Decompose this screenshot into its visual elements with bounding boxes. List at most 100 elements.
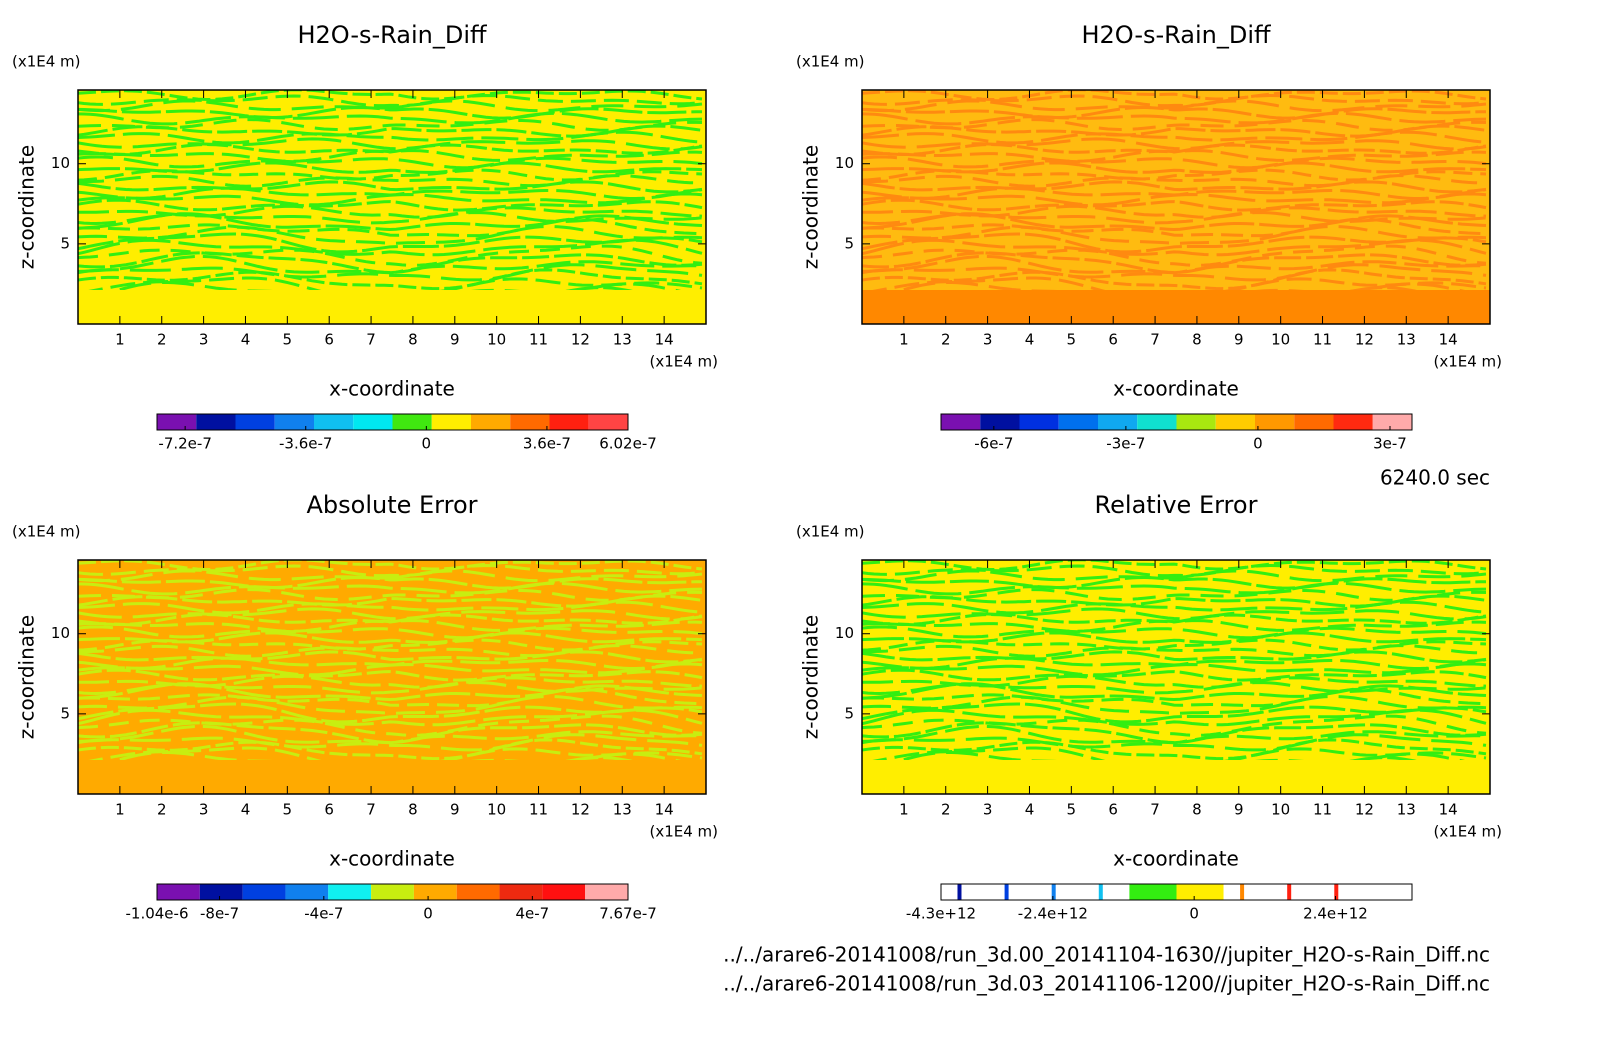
field-stripe bbox=[862, 238, 1487, 257]
field-stripe bbox=[862, 687, 1487, 708]
field-stripe bbox=[78, 631, 703, 644]
colorbar-box bbox=[1294, 414, 1334, 430]
x-tick-label: 7 bbox=[366, 801, 376, 819]
colorbar-edge bbox=[1098, 884, 1103, 900]
x-tick-label: 4 bbox=[1025, 331, 1035, 349]
y-tick-label: 5 bbox=[60, 704, 70, 722]
colorbar-edge bbox=[1240, 884, 1245, 900]
x-tick-label: 6 bbox=[324, 331, 334, 349]
x-axis-label: x-coordinate bbox=[329, 377, 455, 401]
colorbar-tick-label: -4e-7 bbox=[304, 905, 343, 923]
field-stripe bbox=[862, 631, 1487, 644]
field-stripe bbox=[78, 581, 703, 596]
colorbar-tick-label: -1.04e-6 bbox=[126, 905, 189, 923]
plot-frame bbox=[861, 89, 1491, 325]
x-tick-label: 7 bbox=[1150, 801, 1160, 819]
field-stripe bbox=[78, 588, 703, 602]
colorbar-tick-label: -3.6e-7 bbox=[279, 435, 332, 453]
field-stripe bbox=[78, 130, 703, 145]
x-tick-label: 5 bbox=[1067, 801, 1077, 819]
field-stripe bbox=[862, 137, 1487, 151]
field-stripe bbox=[862, 607, 1487, 621]
field-stripe bbox=[78, 733, 703, 752]
chart-title: H2O-s-Rain_Diff bbox=[1081, 21, 1271, 49]
field-stripe bbox=[78, 724, 703, 745]
field-stripe bbox=[78, 708, 703, 727]
x-tick-label: 4 bbox=[1025, 801, 1035, 819]
x-tick-label: 4 bbox=[241, 801, 251, 819]
x-tick-label: 11 bbox=[1313, 331, 1332, 349]
x-tick-label: 13 bbox=[613, 331, 632, 349]
x-tick-label: 9 bbox=[450, 801, 460, 819]
colorbar-box bbox=[941, 414, 981, 430]
contour-field bbox=[862, 560, 1490, 794]
colorbar-box bbox=[242, 884, 286, 900]
x-tick-label: 10 bbox=[487, 801, 506, 819]
colorbar-tick-label: -3e-7 bbox=[1106, 435, 1145, 453]
colorbar-box bbox=[1035, 884, 1083, 900]
field-stripe bbox=[862, 724, 1487, 745]
x-tick-label: 5 bbox=[1067, 331, 1077, 349]
field-stripe bbox=[862, 212, 1487, 232]
colorbar-box bbox=[157, 884, 200, 900]
field-stripe bbox=[78, 90, 703, 102]
y-axis-label: z-coordinate bbox=[15, 145, 39, 269]
colorbar-tick-label: 3.6e-7 bbox=[523, 435, 571, 453]
x-tick-label: 8 bbox=[1192, 801, 1202, 819]
colorbar-box bbox=[1082, 884, 1130, 900]
y-axis-label: z-coordinate bbox=[15, 615, 39, 739]
field-stripe bbox=[78, 263, 703, 282]
colorbar-edge bbox=[1287, 884, 1292, 900]
colorbar-tick-label: 7.67e-7 bbox=[599, 905, 657, 923]
x-tick-label: 5 bbox=[283, 801, 293, 819]
y-tick-label: 5 bbox=[60, 234, 70, 252]
x-tick-label: 8 bbox=[408, 331, 418, 349]
colorbar-edge bbox=[1004, 884, 1009, 900]
field-stripe bbox=[78, 238, 703, 257]
x-tick-label: 14 bbox=[655, 801, 674, 819]
colorbar-frame bbox=[940, 883, 1413, 901]
x-tick-label: 11 bbox=[529, 331, 548, 349]
x-unit: (x1E4 m) bbox=[649, 823, 718, 841]
x-tick-label: 7 bbox=[1150, 331, 1160, 349]
colorbar-box bbox=[371, 884, 414, 900]
field-stripe bbox=[862, 714, 1487, 737]
x-tick-label: 9 bbox=[450, 331, 460, 349]
field-stripe bbox=[862, 650, 1487, 664]
colorbar-box bbox=[199, 884, 243, 900]
colorbar-tick-label: 0 bbox=[1189, 905, 1199, 923]
field-bottom bbox=[862, 760, 1490, 794]
plot-frame bbox=[861, 559, 1491, 795]
x-tick-label: 13 bbox=[1397, 801, 1416, 819]
colorbar-tick-label: 6.02e-7 bbox=[599, 435, 657, 453]
field-stripe bbox=[78, 174, 703, 188]
plot-frame bbox=[77, 89, 707, 325]
x-tick-label: 12 bbox=[1355, 331, 1374, 349]
field-stripe bbox=[78, 575, 703, 590]
field-stripe bbox=[78, 111, 703, 126]
field-stripe bbox=[78, 569, 703, 583]
field-stripe bbox=[78, 644, 703, 658]
colorbar-tick-label: 0 bbox=[423, 905, 433, 923]
colorbar-box bbox=[1019, 414, 1059, 430]
field-stripe bbox=[862, 662, 1487, 677]
field-stripe bbox=[78, 155, 703, 170]
colorbar-box bbox=[274, 414, 314, 430]
field-stripe bbox=[862, 695, 1487, 715]
colorbar-box bbox=[456, 884, 500, 900]
field-stripe bbox=[862, 733, 1487, 752]
colorbar-box bbox=[1137, 414, 1177, 430]
field-stripe bbox=[78, 560, 703, 572]
field-stripe bbox=[862, 192, 1487, 207]
x-tick-label: 8 bbox=[408, 801, 418, 819]
panel: H2O-s-Rain_Diff (x1E4 m) (x1E4 m) x-coordin… bbox=[12, 21, 718, 453]
field-stripe bbox=[78, 600, 703, 615]
colorbar-frame bbox=[156, 413, 629, 431]
x-tick-label: 5 bbox=[283, 331, 293, 349]
x-tick-label: 13 bbox=[613, 801, 632, 819]
field-stripe bbox=[78, 687, 703, 708]
x-tick-label: 11 bbox=[1313, 801, 1332, 819]
y-tick-label: 10 bbox=[835, 154, 854, 172]
colorbar-box bbox=[549, 414, 589, 430]
field-stripe bbox=[78, 650, 703, 664]
